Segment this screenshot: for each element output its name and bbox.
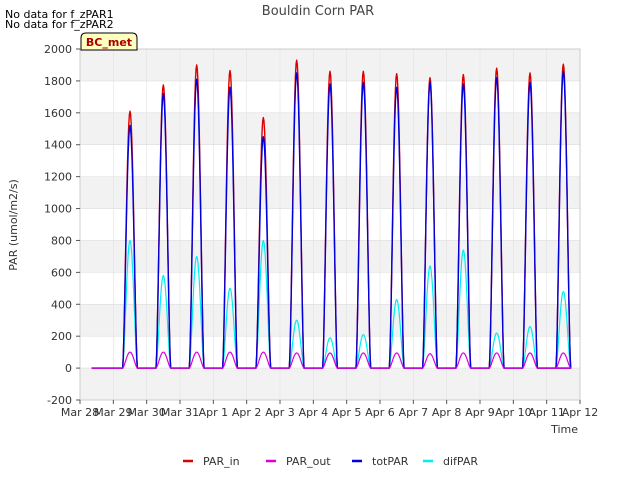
y-axis-label: PAR (umol/m2/s) [7,179,20,271]
x-tick-label: Mar 31 [161,406,199,419]
y-tick-label: 600 [51,266,72,279]
grid-band [80,240,580,273]
x-tick-label: Apr 11 [528,406,565,419]
legend: PAR_in PAR_out totPAR difPAR [183,455,478,468]
grid-band [80,304,580,337]
y-axis: -200 0 200 400 600 800 1000 1200 1400 1600 1800 200… [44,43,80,407]
x-tick-label: Apr 5 [332,406,362,419]
y-tick-label: 1600 [44,107,72,120]
y-tick-label: 1800 [44,75,72,88]
series-layer [91,59,572,369]
grid-band [80,368,580,400]
x-tick-label: Apr 1 [199,406,229,419]
plot-frame [79,48,581,401]
no-data-notice-1: No data for f_zPAR1 [5,8,114,21]
y-tick-label: 200 [51,330,72,343]
y-tick-label: 2000 [44,43,72,56]
chart-title: Bouldin Corn PAR [262,4,374,19]
y-tick-label: 1200 [44,171,72,184]
no-data-notice-2: No data for f_zPAR2 [5,18,114,31]
x-tick-label: Apr 6 [365,406,395,419]
y-tick-label: 1400 [44,139,72,152]
x-tick-label: Mar 30 [128,406,166,419]
legend-label-totpar: totPAR [372,455,409,468]
x-tick-label: Apr 3 [265,406,295,419]
y-tick-label: 0 [65,362,72,375]
legend-label-par_in: PAR_in [203,455,240,468]
y-tick-label: 1000 [44,203,72,216]
series-par_out-line [91,351,572,369]
y-tick-label: 400 [51,298,72,311]
y-tick-label: 800 [51,234,72,247]
x-tick-label: Mar 28 [61,406,99,419]
bc-met-badge: BC_met [80,32,138,51]
grid-band [80,112,580,145]
x-tick-label: Apr 9 [465,406,495,419]
x-tick-label: Apr 10 [495,406,532,419]
x-tick-label: Apr 7 [399,406,429,419]
legend-label-difpar: difPAR [443,455,478,468]
x-tick-label: Mar 29 [94,406,132,419]
x-tick-label: Apr 12 [562,406,599,419]
grid-band [80,176,580,209]
bc-met-badge-label: BC_met [86,36,132,49]
x-tick-label: Apr 8 [432,406,462,419]
x-tick-label: Apr 2 [232,406,262,419]
legend-label-par_out: PAR_out [286,455,331,468]
x-tick-label: Apr 4 [299,406,329,419]
y-tick-label: -200 [47,394,72,407]
x-axis-label: Time [550,423,578,436]
grid-bands [79,48,581,401]
